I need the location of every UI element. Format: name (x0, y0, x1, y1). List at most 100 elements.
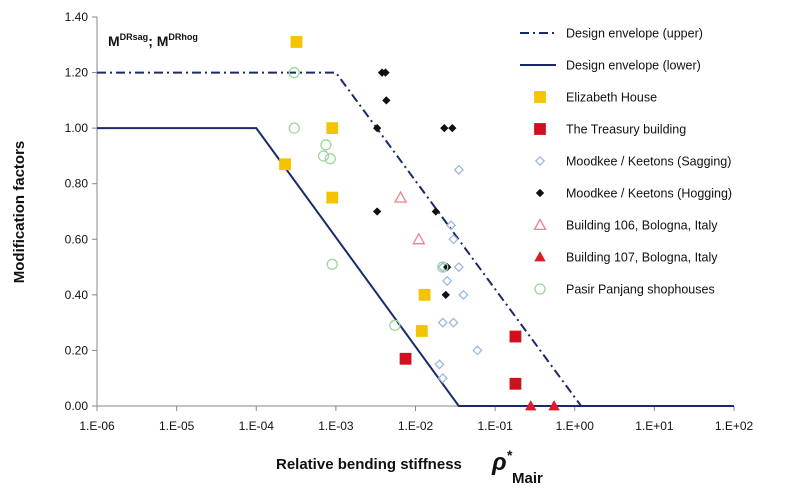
point-moodkee-keetons-hogging (382, 96, 391, 105)
legend-label-moodkee-keetons-sagging: Moodkee / Keetons (Sagging) (566, 155, 731, 169)
y-tick-label: 1.40 (65, 10, 89, 24)
x-tick-label: 1.E-02 (398, 419, 434, 433)
point-elizabeth-house (326, 122, 339, 135)
moment-m2: M (157, 33, 169, 49)
legend-item-pasir-panjang-shophouses: Pasir Panjang shophouses (534, 283, 715, 297)
axes: 0.00 0.20 0.40 0.60 0.80 1.00 1.20 1.40 1.E-06 1.… (65, 10, 754, 433)
point-moodkee-keetons-sagging (472, 345, 483, 356)
legend-item-building-107-bologna-italy: Building 107, Bologna, Italy (534, 251, 718, 265)
design-envelopes (97, 71, 734, 407)
point-building-107-bologna-italy (548, 400, 560, 411)
y-tick-label: 0.00 (65, 399, 89, 413)
point-moodkee-keetons-hogging (372, 123, 382, 133)
point-moodkee-keetons-hogging (441, 290, 450, 300)
legend-label-building-106-bologna-italy: Building 106, Bologna, Italy (566, 219, 718, 233)
moment-label: MDRsag; MDRhog (108, 32, 198, 49)
point-elizabeth-house (279, 158, 291, 171)
legend-item-moodkee-keetons-hogging: Moodkee / Keetons (Hogging) (535, 187, 732, 201)
point-pasir-panjang-shophouses (288, 66, 300, 79)
point-the-treasury-building (509, 330, 522, 343)
y-tick-label: 0.40 (65, 288, 89, 302)
rho-superscript: * (507, 447, 513, 463)
series-the-treasury-building (399, 330, 522, 390)
legend-item-building-106-bologna-italy: Building 106, Bologna, Italy (533, 218, 718, 233)
x-tick-label: 1.E+02 (715, 419, 754, 433)
point-building-107-bologna-italy (525, 400, 537, 411)
legend-item-design-envelope-lower: Design envelope (lower) (520, 59, 701, 73)
data-points (279, 36, 560, 411)
moment-sep: ; (148, 33, 157, 49)
x-axis-title: Relative bending stiffness (276, 456, 462, 473)
legend-swatch-the-treasury-building (534, 123, 546, 135)
point-moodkee-keetons-sagging (437, 317, 448, 328)
x-tick-label: 1.E-03 (318, 419, 354, 433)
y-tick-label: 1.00 (65, 121, 89, 135)
moment-sub2: DRhog (168, 32, 198, 42)
point-moodkee-keetons-sagging (442, 275, 453, 287)
point-moodkee-keetons-hogging (381, 68, 390, 77)
legend-item-elizabeth-house: Elizabeth House (534, 91, 657, 105)
legend-swatch-moodkee-keetons-hogging (535, 188, 545, 198)
x-tick-label: 1.E-04 (239, 419, 275, 433)
x-axis-symbol: ρ * Mair (491, 447, 543, 487)
y-axis-title: Modification factors (11, 141, 28, 284)
point-moodkee-keetons-sagging (458, 289, 469, 300)
line-design-envelope-upper (97, 71, 582, 407)
legend-label-pasir-panjang-shophouses: Pasir Panjang shophouses (566, 283, 715, 297)
point-pasir-panjang-shophouses (288, 122, 300, 134)
point-pasir-panjang-shophouses (389, 319, 401, 332)
legend-swatch-pasir-panjang-shophouses (534, 283, 546, 295)
y-tick-label: 0.20 (65, 343, 89, 357)
y-tick-label: 1.20 (65, 66, 89, 80)
series-building-106-bologna-italy (393, 190, 426, 245)
y-tick-label: 0.60 (65, 232, 89, 246)
series-moodkee-keetons-sagging (434, 164, 483, 384)
x-tick-label: 1.E+00 (556, 419, 595, 433)
point-pasir-panjang-shophouses (317, 150, 330, 162)
x-tick-label: 1.E-06 (79, 419, 115, 433)
point-moodkee-keetons-sagging (453, 261, 464, 273)
legend-label-building-107-bologna-italy: Building 107, Bologna, Italy (566, 251, 718, 265)
point-pasir-panjang-shophouses (326, 258, 338, 270)
x-tick-label: 1.E-05 (159, 419, 195, 433)
point-building-106-bologna-italy (412, 232, 426, 245)
point-pasir-panjang-shophouses (324, 153, 336, 165)
legend: Design envelope (upper) Design envelope (… (520, 27, 732, 297)
point-pasir-panjang-shophouses (437, 261, 449, 273)
point-moodkee-keetons-hogging (372, 207, 382, 216)
legend-label-design-envelope-lower: Design envelope (lower) (566, 59, 701, 73)
rho-subscript: Mair (512, 470, 543, 487)
point-elizabeth-house (415, 325, 428, 337)
legend-label-the-treasury-building: The Treasury building (566, 123, 686, 137)
point-moodkee-keetons-hogging (440, 123, 449, 133)
point-moodkee-keetons-sagging (437, 373, 448, 384)
legend-item-moodkee-keetons-sagging: Moodkee / Keetons (Sagging) (534, 155, 731, 169)
point-moodkee-keetons-sagging (453, 164, 464, 175)
legend-item-design-envelope-upper: Design envelope (upper) (520, 27, 703, 41)
legend-label-design-envelope-upper: Design envelope (upper) (566, 27, 703, 41)
point-moodkee-keetons-hogging (448, 123, 457, 133)
point-moodkee-keetons-sagging (434, 359, 445, 370)
point-moodkee-keetons-sagging (448, 234, 459, 245)
legend-item-the-treasury-building: The Treasury building (534, 123, 686, 137)
line-design-envelope-lower (97, 127, 734, 407)
point-elizabeth-house (418, 288, 431, 301)
series-moodkee-keetons-hogging (372, 68, 457, 300)
point-moodkee-keetons-sagging (445, 220, 457, 231)
point-moodkee-keetons-hogging (431, 207, 440, 216)
point-building-106-bologna-italy (393, 190, 408, 203)
legend-swatch-moodkee-keetons-sagging (534, 155, 546, 167)
legend-swatch-building-107-bologna-italy (534, 251, 546, 262)
point-elizabeth-house (326, 191, 339, 204)
x-tick-label: 1.E-01 (477, 419, 513, 433)
point-elizabeth-house (290, 36, 303, 48)
point-pasir-panjang-shophouses (320, 139, 332, 151)
point-the-treasury-building (509, 377, 522, 390)
series-elizabeth-house (279, 36, 431, 337)
y-tick-label: 0.80 (65, 177, 89, 191)
moment-sub1: DRsag (120, 32, 149, 42)
legend-label-moodkee-keetons-hogging: Moodkee / Keetons (Hogging) (566, 187, 732, 201)
rho-symbol: ρ (491, 449, 507, 476)
legend-label-elizabeth-house: Elizabeth House (566, 91, 657, 105)
